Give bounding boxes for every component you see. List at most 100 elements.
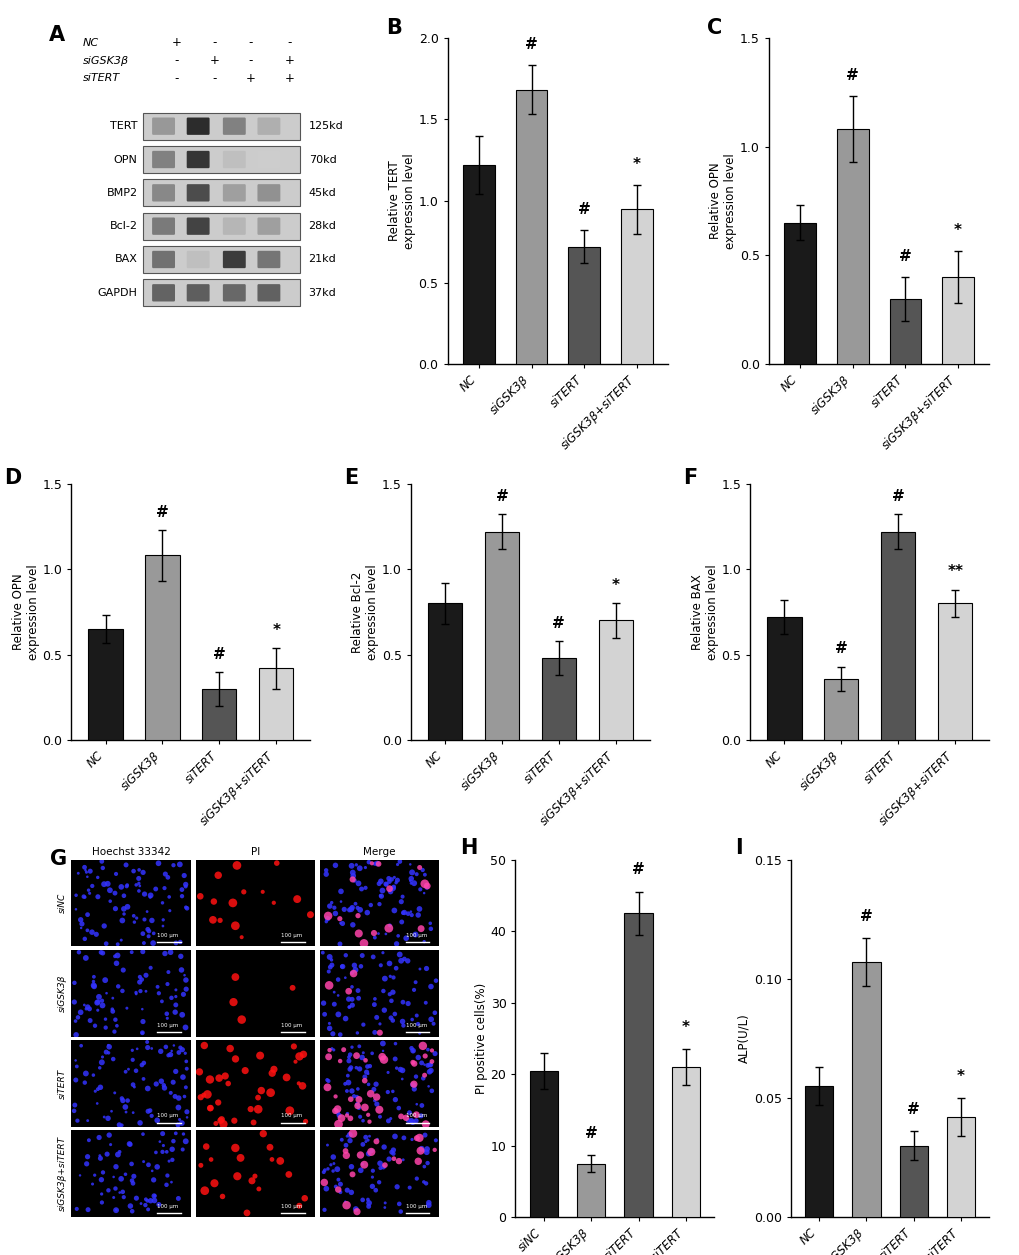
Text: GAPDH: GAPDH <box>98 287 138 297</box>
Point <box>325 1161 341 1181</box>
Point <box>391 851 408 871</box>
Text: G: G <box>50 850 67 870</box>
Text: #: # <box>578 202 590 217</box>
Point <box>144 1038 160 1058</box>
Point <box>320 906 336 926</box>
Point <box>174 1005 191 1025</box>
Point <box>360 1143 376 1163</box>
FancyBboxPatch shape <box>143 213 300 240</box>
Point <box>399 994 416 1014</box>
Point <box>372 1107 388 1127</box>
Point <box>76 929 93 949</box>
Point <box>132 1194 149 1214</box>
Point <box>167 980 183 1000</box>
Point <box>177 970 194 990</box>
Point <box>81 1131 97 1151</box>
FancyBboxPatch shape <box>152 118 175 134</box>
Point <box>366 1079 382 1099</box>
Point <box>139 901 155 921</box>
Point <box>371 1172 387 1192</box>
Point <box>368 1074 384 1094</box>
Point <box>119 875 136 895</box>
Point <box>422 1054 438 1074</box>
Point <box>385 1140 401 1160</box>
Point <box>351 988 367 1008</box>
Point <box>172 1038 189 1058</box>
Point <box>343 897 360 917</box>
Point <box>202 1069 218 1089</box>
Point <box>337 968 354 988</box>
Point <box>413 919 429 939</box>
Point <box>356 1155 372 1175</box>
Point <box>384 1010 400 1030</box>
Point <box>128 909 145 929</box>
Point <box>72 910 89 930</box>
Point <box>408 1104 424 1124</box>
Bar <box>624 914 652 1217</box>
Point <box>417 1045 433 1065</box>
Text: 37kd: 37kd <box>309 287 336 297</box>
Point <box>250 1088 266 1108</box>
Point <box>137 910 153 930</box>
Point <box>229 1166 246 1186</box>
Text: #: # <box>584 1126 597 1141</box>
Point <box>162 943 178 963</box>
Point <box>410 1151 426 1171</box>
Point <box>325 1153 341 1173</box>
Point <box>144 1161 160 1181</box>
Point <box>165 1072 181 1092</box>
Point <box>125 906 142 926</box>
Text: 70kd: 70kd <box>309 154 336 164</box>
Y-axis label: ALP(U/L): ALP(U/L) <box>737 1014 750 1063</box>
Point <box>426 1140 442 1160</box>
FancyBboxPatch shape <box>143 179 300 206</box>
Point <box>361 1126 377 1146</box>
Point <box>146 1170 162 1190</box>
Point <box>387 872 404 892</box>
Point <box>105 1001 121 1022</box>
Point <box>225 991 242 1012</box>
Point <box>178 1102 195 1122</box>
Point <box>369 853 385 873</box>
Y-axis label: Relative TERT
expression level: Relative TERT expression level <box>387 153 416 248</box>
Point <box>252 1045 268 1065</box>
Point <box>177 897 194 917</box>
Text: #: # <box>495 489 507 505</box>
Point <box>392 951 409 971</box>
Text: +: + <box>171 36 181 49</box>
Point <box>87 1081 103 1101</box>
Point <box>142 887 158 907</box>
Bar <box>823 679 858 740</box>
Point <box>327 1176 343 1196</box>
Point <box>94 990 110 1010</box>
Point <box>178 899 195 919</box>
Text: *: * <box>632 157 640 172</box>
Point <box>132 981 149 1001</box>
Point <box>146 924 162 944</box>
Point <box>141 926 157 946</box>
Point <box>318 911 334 931</box>
Point <box>197 1181 213 1201</box>
Point <box>323 955 339 975</box>
Point <box>343 989 360 1009</box>
Point <box>335 900 352 920</box>
Point <box>413 1053 429 1073</box>
Point <box>73 914 90 934</box>
Point <box>372 886 388 906</box>
Point <box>165 1035 181 1055</box>
Point <box>410 1048 426 1068</box>
Bar <box>463 166 494 364</box>
Point <box>262 1083 278 1103</box>
Point <box>345 955 362 975</box>
Point <box>319 1071 335 1091</box>
Point <box>387 958 404 978</box>
Point <box>202 1098 218 1118</box>
Point <box>294 1076 311 1096</box>
Point <box>68 1199 85 1219</box>
Point <box>327 1101 343 1121</box>
Point <box>367 927 383 948</box>
Point <box>227 916 244 936</box>
Point <box>330 985 346 1005</box>
Point <box>376 1000 392 1020</box>
Point <box>394 1060 411 1081</box>
